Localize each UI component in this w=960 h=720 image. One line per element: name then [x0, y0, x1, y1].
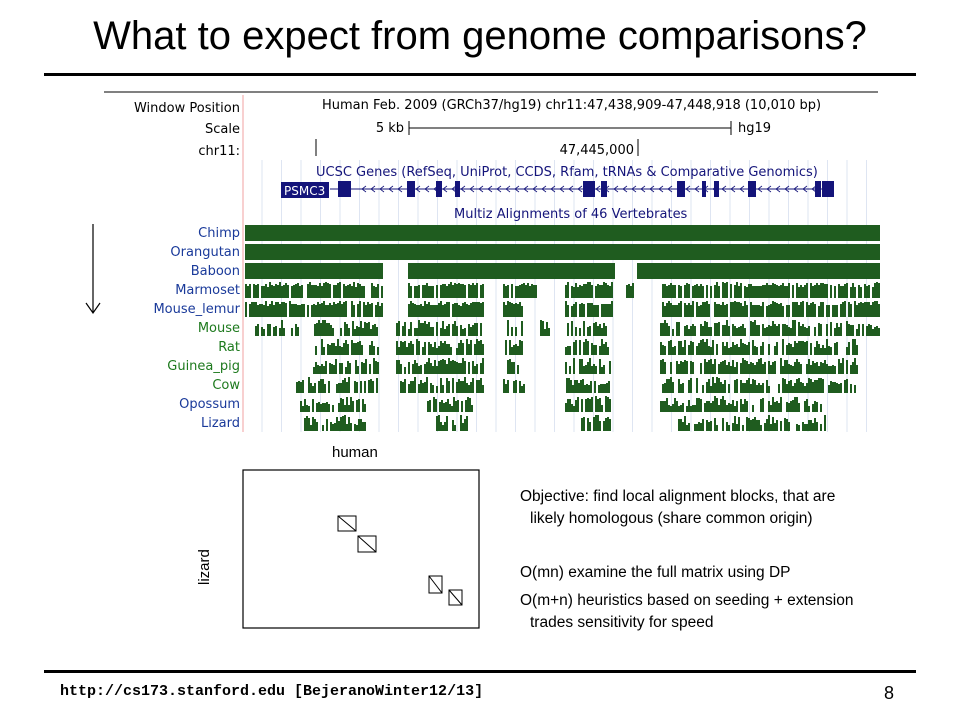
note-heuristics-line1: O(m+n) heuristics based on seeding + ext…	[520, 592, 854, 609]
title-divider	[44, 73, 916, 76]
note-heuristics: O(m+n) heuristics based on seeding + ext…	[520, 590, 853, 634]
note-objective: Objective: find local alignment blocks, …	[520, 486, 835, 530]
species-label: Chimp	[198, 226, 240, 241]
species-label: Guinea_pig	[167, 359, 240, 374]
page-number: 8	[884, 683, 895, 703]
gene-model-psmc3	[330, 181, 834, 197]
coordinate-label: 47,445,000	[560, 143, 634, 158]
conservation-tracks	[245, 225, 880, 431]
scale-text: 5 kb	[376, 121, 404, 136]
scale-bar	[408, 121, 732, 135]
species-label: Cow	[212, 378, 240, 393]
species-label: Mouse	[198, 321, 240, 336]
down-arrow	[85, 224, 101, 315]
window-position-text: Human Feb. 2009 (GRCh37/hg19) chr11:47,4…	[322, 98, 821, 113]
note-heuristics-line2: trades sensitivity for speed	[530, 614, 714, 631]
note-dp: O(mn) examine the full matrix using DP	[520, 564, 791, 581]
assembly-label: hg19	[738, 121, 771, 136]
species-label: Rat	[218, 340, 240, 355]
note-objective-line1: Objective: find local alignment blocks, …	[520, 488, 836, 505]
slide-title: What to expect from genome comparisons?	[93, 14, 867, 58]
alignment-block-1	[337, 515, 357, 532]
gene-name-box	[281, 182, 329, 198]
species-label: Mouse_lemur	[153, 302, 240, 317]
alignment-block-3	[428, 575, 443, 594]
species-labels: Chimp Orangutan Baboon Marmoset Mouse_lemur M…	[153, 226, 240, 431]
multiz-track-title: Multiz Alignments of 46 Vertebrates	[454, 207, 688, 222]
dotplot-y-label: lizard	[196, 549, 213, 585]
genome-browser-panel: Window Position Scale chr11: Human Feb. …	[85, 91, 880, 432]
alignment-block-4	[448, 589, 463, 606]
row-label-scale: Scale	[205, 122, 240, 137]
species-label: Marmoset	[175, 283, 240, 298]
species-label: Orangutan	[170, 245, 240, 260]
row-label-chr: chr11:	[198, 144, 240, 159]
row-label-window-position: Window Position	[134, 101, 240, 116]
note-objective-line2: likely homologous (share common origin)	[530, 510, 813, 527]
dotplot-frame	[242, 469, 480, 629]
gene-name-label: PSMC3	[284, 184, 325, 198]
species-label: Baboon	[191, 264, 240, 279]
alignment-block-2	[357, 535, 377, 553]
dotplot-x-label: human	[332, 444, 378, 461]
footer-url: http://cs173.stanford.edu [BejeranoWinte…	[60, 683, 484, 700]
species-label: Lizard	[201, 416, 240, 431]
genes-track-title: UCSC Genes (RefSeq, UniProt, CCDS, Rfam,…	[316, 165, 818, 180]
footer-divider	[44, 670, 916, 673]
species-label: Opossum	[179, 397, 240, 412]
